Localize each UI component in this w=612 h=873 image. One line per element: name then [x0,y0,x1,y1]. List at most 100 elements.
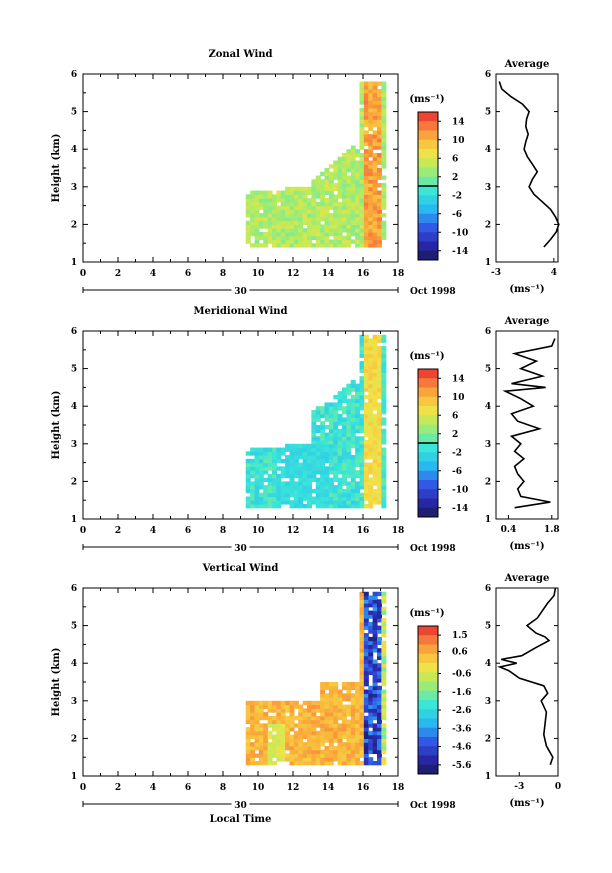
heatmap-cell [333,239,339,244]
heatmap-cell [363,194,369,199]
colorbar-unit: (ms⁻¹) [409,94,444,105]
heatmap-cell [368,734,374,739]
heatmap-cell [258,757,264,762]
heatmap-cell [250,451,256,456]
heatmap-cell [337,183,343,188]
heatmap-cell [289,228,295,233]
heatmap-cell [276,503,282,509]
heatmap-cell [368,421,374,426]
heatmap-cell [315,406,321,411]
heatmap-cell [328,402,334,407]
heatmap-cell [377,591,382,597]
heatmap-cell [350,473,356,479]
heatmap-cell [368,398,374,404]
date-marker: 30 [234,287,247,297]
heatmap-cell [372,231,378,237]
heatmap-cell [272,485,277,490]
heatmap-cell [280,220,286,225]
heatmap-cell [311,243,317,248]
heatmap-cell [315,749,321,755]
heatmap-cell [377,700,382,706]
heatmap-cell [377,749,382,755]
heatmap-cell [363,205,369,210]
heatmap-cell [250,734,256,739]
heatmap-cell [368,115,374,120]
heatmap-cell [280,235,286,241]
colorbar-band [418,167,438,178]
heatmap-cell [280,209,286,214]
heatmap-cell [250,742,256,747]
heatmap-cell [285,224,291,229]
heatmap-cell [372,644,378,649]
heatmap-cell [328,738,334,743]
heatmap-cell [320,179,326,184]
heatmap-cell [245,730,251,736]
heatmap-cell [363,704,369,709]
heatmap-cell [359,659,365,664]
heatmap-cell [355,742,361,747]
heatmap-cell [328,708,334,713]
heatmap-cell [311,220,317,225]
heatmap-cell [328,500,334,505]
heatmap-cell [276,712,282,717]
heatmap-cell [285,243,291,248]
heatmap-cell [307,730,312,736]
colorbar-tick-label: 2 [452,173,458,183]
heatmap-cell [267,742,273,747]
heatmap-cell [272,503,277,509]
heatmap-cell [333,749,339,755]
heatmap-cell [302,216,308,222]
heatmap-cell [333,402,339,407]
heatmap-cell [258,451,264,456]
heatmap-cell [293,455,299,460]
heatmap-cell [372,85,378,90]
colorbar-band [418,644,438,655]
heatmap-cell [368,213,374,218]
heatmap-cell [372,119,378,124]
heatmap-cell [320,428,326,434]
heatmap-cell [328,749,334,755]
heatmap-cell [363,488,369,494]
heatmap-cell [377,473,382,479]
heatmap-cell [302,503,308,509]
heatmap-cell [377,745,382,751]
heatmap-cell [363,379,369,385]
heatmap-cell [320,708,326,713]
heatmap-cell [368,89,374,94]
date-label: Oct 1998 [410,544,456,554]
heatmap-cell [280,500,286,505]
heatmap-cell [377,625,382,630]
heatmap-cell [368,220,374,225]
heatmap-cell [307,443,312,449]
heatmap-cell [346,216,352,222]
colorbar-band [418,690,438,701]
heatmap-cell [372,387,378,392]
heatmap-cell [359,228,365,233]
heatmap-cell [298,477,304,482]
y-tick-label: 4 [71,659,77,669]
heatmap-cell [372,682,378,687]
heatmap-cell [320,209,326,214]
heatmap-cell [355,757,361,762]
heatmap-cell [254,700,260,706]
x-tick-label: 12 [287,269,300,279]
heatmap-cell [285,455,291,460]
heatmap-cell [250,243,256,248]
heatmap-cell [381,659,387,664]
heatmap-cell [372,115,378,120]
heatmap-cell [377,477,382,482]
heatmap-cell [250,719,256,724]
heatmap-cell [372,168,378,173]
heatmap-cell [280,488,286,494]
y-tick-label: 1 [71,515,77,525]
heatmap-cell [333,213,339,218]
heatmap-cell [368,137,374,143]
heatmap-cell [377,648,382,653]
heatmap-cell [381,655,387,661]
heatmap-cell [363,119,369,124]
colorbar-tick-label: 14 [452,117,465,127]
colorbar-tick-label: 10 [452,136,465,146]
heatmap-cell [267,220,273,225]
heatmap-cell [333,228,339,233]
heatmap-cell [350,228,356,233]
